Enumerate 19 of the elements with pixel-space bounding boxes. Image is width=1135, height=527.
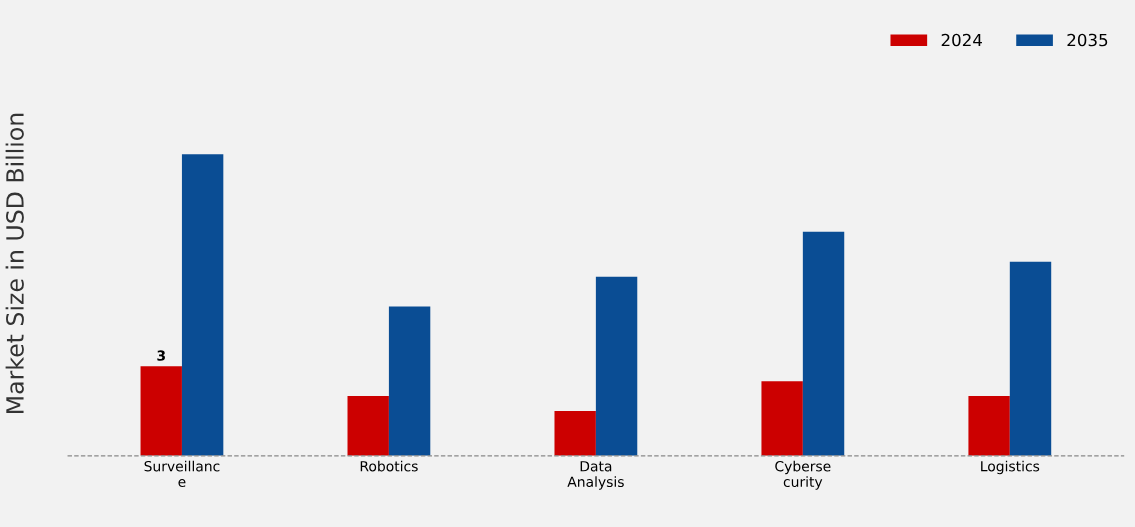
- bar: [802, 231, 845, 456]
- data-label: 3: [157, 350, 165, 361]
- bar: [761, 381, 803, 456]
- x-tick-label: Cyberse curity: [775, 460, 831, 490]
- bar: [595, 276, 638, 456]
- legend-label: 2035: [1067, 33, 1108, 47]
- x-tick-label: Surveillanc e: [144, 460, 220, 488]
- bar: [1009, 261, 1052, 456]
- x-tick-label: Data Analysis: [567, 461, 624, 490]
- y-axis-title: Market Size in USD Billion: [5, 113, 24, 413]
- bar: [140, 366, 182, 456]
- bar: [388, 306, 431, 456]
- bar: [554, 411, 596, 456]
- bar: [347, 396, 389, 456]
- legend-label: 2024: [941, 33, 982, 47]
- x-tick-label: Robotics: [360, 460, 418, 472]
- x-tick-label: Logistics: [981, 460, 1040, 475]
- bar: [181, 154, 224, 456]
- bar: [968, 396, 1010, 456]
